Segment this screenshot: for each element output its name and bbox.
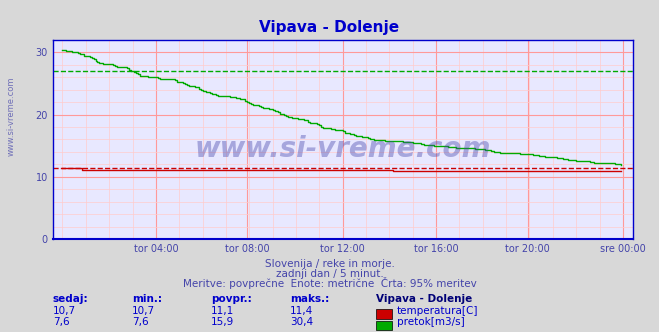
Text: maks.:: maks.: [290, 294, 330, 304]
Text: Vipava - Dolenje: Vipava - Dolenje [260, 20, 399, 35]
Text: 30,4: 30,4 [290, 317, 313, 327]
Text: 11,1: 11,1 [211, 306, 234, 316]
Text: min.:: min.: [132, 294, 162, 304]
Text: 7,6: 7,6 [53, 317, 69, 327]
Text: pretok[m3/s]: pretok[m3/s] [397, 317, 465, 327]
Text: 10,7: 10,7 [53, 306, 76, 316]
Text: 15,9: 15,9 [211, 317, 234, 327]
Text: Vipava - Dolenje: Vipava - Dolenje [376, 294, 472, 304]
Text: sedaj:: sedaj: [53, 294, 88, 304]
Text: www.si-vreme.com: www.si-vreme.com [194, 135, 491, 163]
Text: temperatura[C]: temperatura[C] [397, 306, 478, 316]
Text: 10,7: 10,7 [132, 306, 155, 316]
Text: www.si-vreme.com: www.si-vreme.com [7, 76, 16, 156]
Text: 7,6: 7,6 [132, 317, 148, 327]
Text: Slovenija / reke in morje.: Slovenija / reke in morje. [264, 259, 395, 269]
Text: povpr.:: povpr.: [211, 294, 252, 304]
Text: 11,4: 11,4 [290, 306, 313, 316]
Text: zadnji dan / 5 minut.: zadnji dan / 5 minut. [275, 269, 384, 279]
Text: Meritve: povprečne  Enote: metrične  Črta: 95% meritev: Meritve: povprečne Enote: metrične Črta:… [183, 277, 476, 289]
